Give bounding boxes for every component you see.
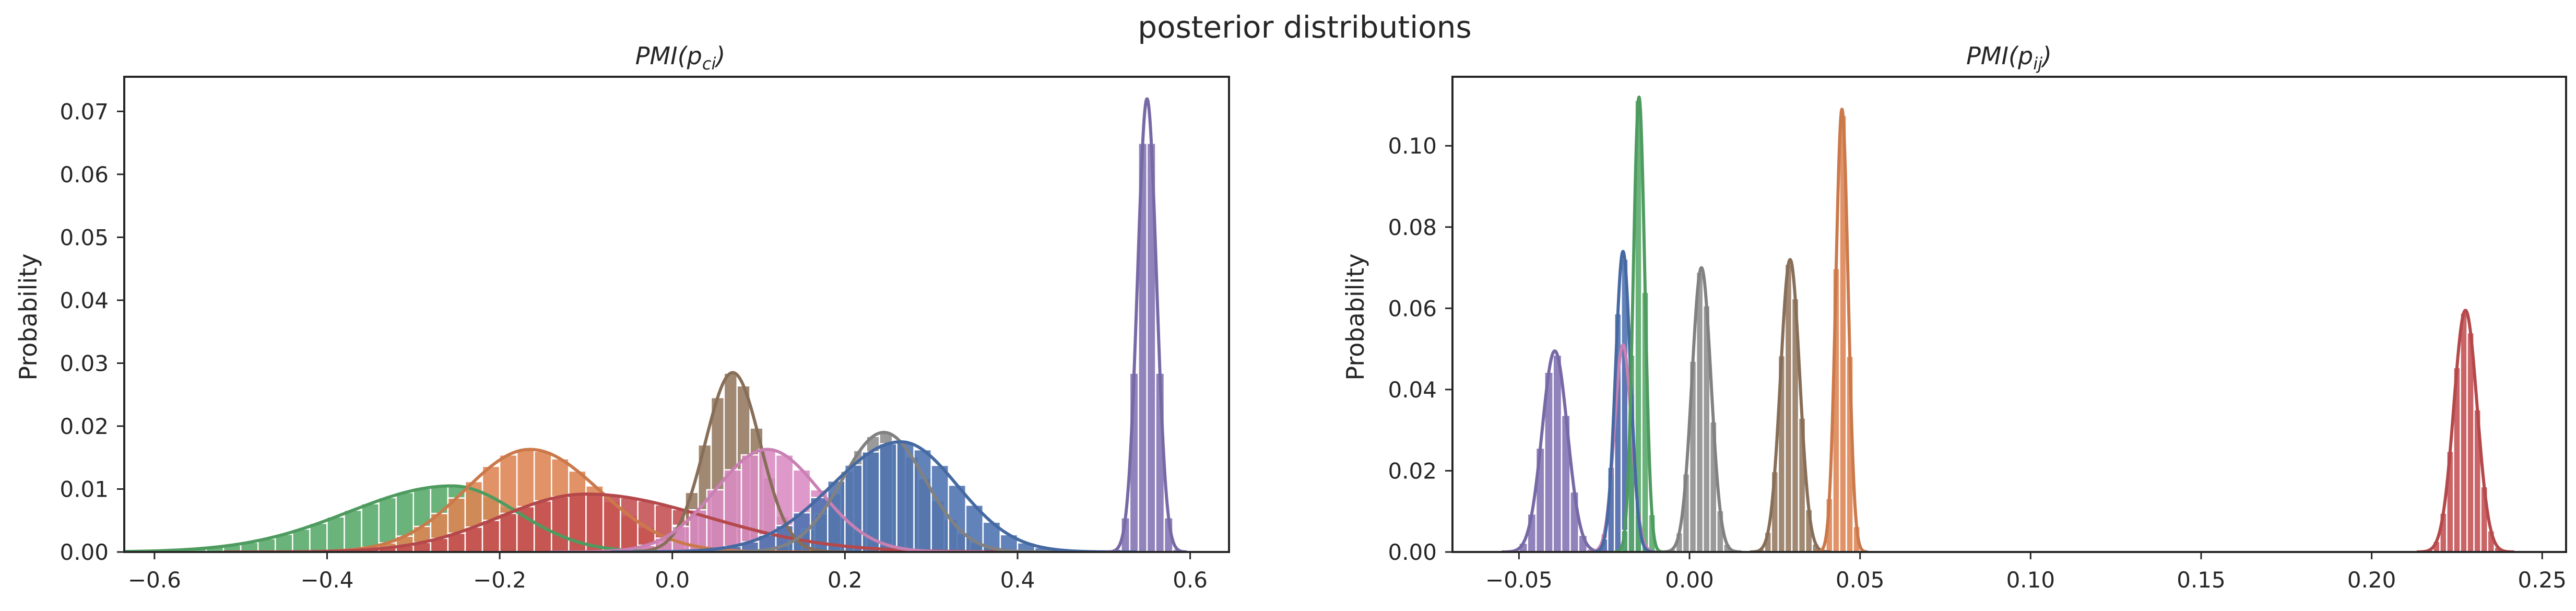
x-tick-label-0: −0.05 xyxy=(1485,567,1553,593)
series-0-kde-line xyxy=(1500,349,1609,552)
series-7-bin-5 xyxy=(2460,312,2468,552)
y-tick-label-0: 0.00 xyxy=(1388,539,1437,565)
x-tick-label-2: −0.2 xyxy=(473,567,526,593)
series-0-bin-4 xyxy=(1552,354,1563,552)
series-5-kde-line xyxy=(710,430,1058,552)
series-2-bin-9 xyxy=(481,520,501,552)
series-0-bin-10 xyxy=(344,509,362,552)
series-4-bin-4 xyxy=(1695,271,1704,552)
series-0-bin-11 xyxy=(361,503,380,552)
series-7-bars xyxy=(1112,143,1183,552)
x-tick-label-6: 0.6 xyxy=(1173,567,1208,593)
series-2-bin-13 xyxy=(551,496,570,552)
x-tick-label-4: 0.15 xyxy=(2177,567,2226,593)
y-tick-label-5: 0.05 xyxy=(60,225,109,250)
series-7-kde-line xyxy=(1106,97,1188,552)
plot-area-1 xyxy=(1500,95,2515,552)
x-tick-label-5: 0.4 xyxy=(1000,567,1035,593)
series-3-kde-line xyxy=(616,371,849,552)
y-tick-label-4: 0.04 xyxy=(60,288,109,313)
series-6-kde-line xyxy=(1815,108,1869,552)
series-5-bin-4 xyxy=(1784,263,1793,552)
series-0-bars xyxy=(1518,354,1597,552)
plot-area-0 xyxy=(124,97,1188,552)
series-2-kde-line xyxy=(1590,250,1656,552)
axes-frame-0 xyxy=(123,76,1230,553)
y-tick-label-1: 0.01 xyxy=(60,476,109,502)
x-tick-label-3: 0.0 xyxy=(655,567,690,593)
series-6-bin-10 xyxy=(844,464,863,552)
y-tick-label-5: 0.10 xyxy=(1388,133,1437,159)
series-7-kde-line xyxy=(2415,309,2515,552)
y-tick-label-7: 0.07 xyxy=(60,99,109,124)
series-2-bin-16 xyxy=(602,495,621,552)
series-7-bars xyxy=(2425,312,2502,552)
series-2-bin-17 xyxy=(620,497,639,552)
series-2-bin-10 xyxy=(499,512,518,552)
series-6-bin-12 xyxy=(879,443,897,552)
series-4-kde-line xyxy=(1660,266,1743,552)
left-y-axis-label: Probability xyxy=(14,253,42,380)
right-y-axis-label: Probability xyxy=(1341,253,1369,380)
series-6-bin-15 xyxy=(930,464,949,552)
y-tick-label-3: 0.03 xyxy=(60,350,109,376)
left-panel-title: PMI(pci) xyxy=(635,42,726,74)
figure-title: posterior distributions xyxy=(1138,9,1471,45)
x-tick-label-5: 0.20 xyxy=(2347,567,2396,593)
series-5-kde-line xyxy=(1748,258,1831,552)
y-tick-label-2: 0.04 xyxy=(1388,377,1437,403)
y-tick-label-3: 0.06 xyxy=(1388,296,1437,321)
series-4-bin-7 xyxy=(723,469,742,552)
right-panel: PMI(pij) Probability −0.05 0.00 0.05 0.10 0.… xyxy=(1341,42,2567,593)
series-0-bin-8 xyxy=(309,522,328,552)
right-panel-title: PMI(pij) xyxy=(1966,42,2052,74)
series-4-kde-line xyxy=(549,448,985,552)
x-tick-label-2: 0.05 xyxy=(1836,567,1885,593)
x-tick-label-6: 0.25 xyxy=(2518,567,2567,593)
x-tick-label-4: 0.2 xyxy=(828,567,862,593)
x-tick-label-1: 0.00 xyxy=(1665,567,1714,593)
x-tick-label-1: −0.4 xyxy=(300,567,353,593)
axes-frame-1 xyxy=(1451,76,2567,553)
series-3-kde-line xyxy=(1613,95,1665,552)
y-tick-label-6: 0.06 xyxy=(60,162,109,187)
x-tick-label-3: 0.10 xyxy=(2006,567,2055,593)
y-tick-label-0: 0.00 xyxy=(60,539,109,565)
y-tick-label-1: 0.02 xyxy=(1388,458,1437,484)
series-6-bars xyxy=(1818,114,1868,552)
y-tick-label-2: 0.02 xyxy=(60,414,109,439)
left-panel: PMI(pci) Probability −0.6 −0.4 −0.2 0.0 0.2 0… xyxy=(14,42,1230,593)
y-tick-label-4: 0.08 xyxy=(1388,215,1437,240)
series-6-kde-line xyxy=(611,440,1137,552)
series-0-bin-9 xyxy=(326,516,345,552)
series-4-bin-8 xyxy=(740,454,760,552)
x-tick-label-0: −0.6 xyxy=(128,567,181,593)
